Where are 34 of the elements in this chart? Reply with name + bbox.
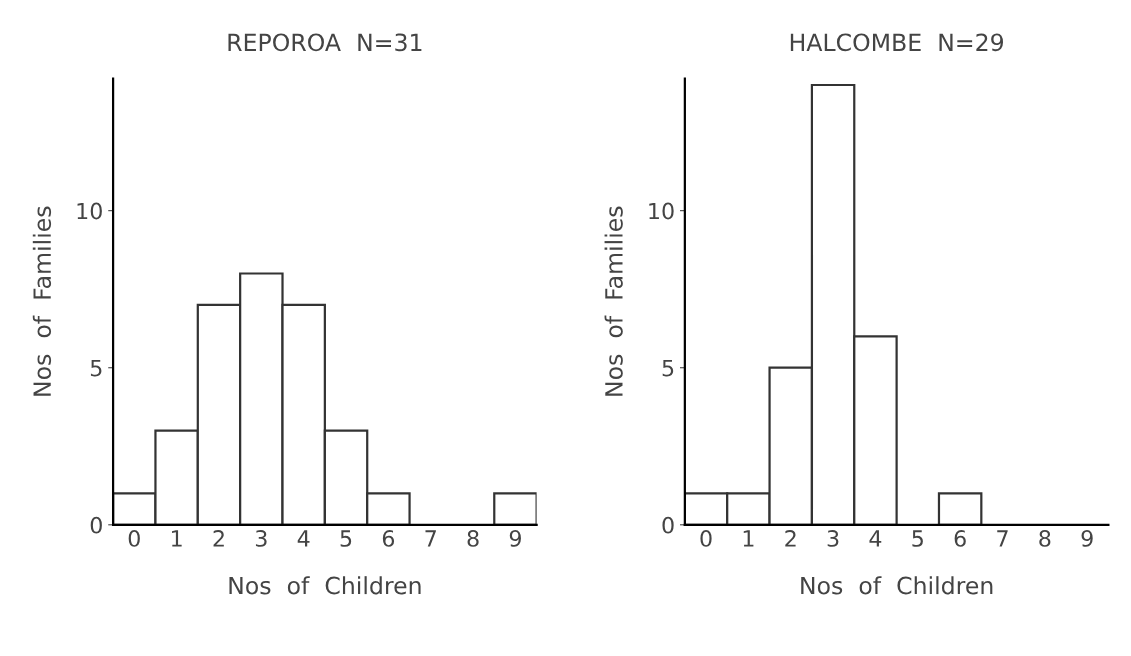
x-tick-label: 7	[425, 530, 436, 547]
y-tick-label: 10	[649, 202, 674, 220]
chart-title: HALCOMBE N=29	[790, 33, 1004, 52]
bar	[493, 492, 537, 525]
x-tick-label: 9	[1081, 530, 1093, 547]
x-tick-label: 4	[869, 530, 882, 547]
y-axis-title: Nos of Families	[32, 206, 52, 396]
y-tick-label: 0	[90, 516, 102, 534]
x-tick-label: 4	[297, 530, 310, 547]
x-tick-label: 6	[954, 530, 966, 547]
x-tick-label: 6	[382, 530, 395, 547]
x-tick-label: 3	[827, 530, 839, 547]
x-tick-label: 0	[128, 530, 140, 547]
y-axis-title: Nos of Families	[604, 206, 623, 396]
x-tick-label: 0	[700, 530, 712, 547]
x-axis-title: Nos of Children	[801, 576, 993, 595]
x-tick-label: 8	[467, 530, 479, 547]
x-tick-label: 5	[340, 530, 352, 547]
x-tick-label: 2	[213, 530, 224, 547]
x-tick-label: 9	[509, 530, 521, 547]
bar	[937, 492, 983, 525]
x-tick-label: 8	[1039, 530, 1051, 547]
x-tick-label: 5	[912, 530, 923, 547]
chart-title: REPOROA N=31	[228, 33, 422, 52]
x-axis-title: Nos of Children	[229, 576, 421, 595]
x-tick-label: 1	[172, 530, 182, 547]
x-tick-label: 1	[743, 530, 754, 547]
x-tick-label: 3	[255, 530, 267, 547]
y-tick-label: 5	[90, 359, 102, 377]
y-tick-label: 0	[662, 516, 674, 534]
x-tick-label: 7	[997, 530, 1008, 547]
x-tick-label: 2	[785, 530, 796, 547]
y-tick-label: 10	[77, 202, 102, 220]
y-tick-label: 5	[662, 359, 674, 377]
